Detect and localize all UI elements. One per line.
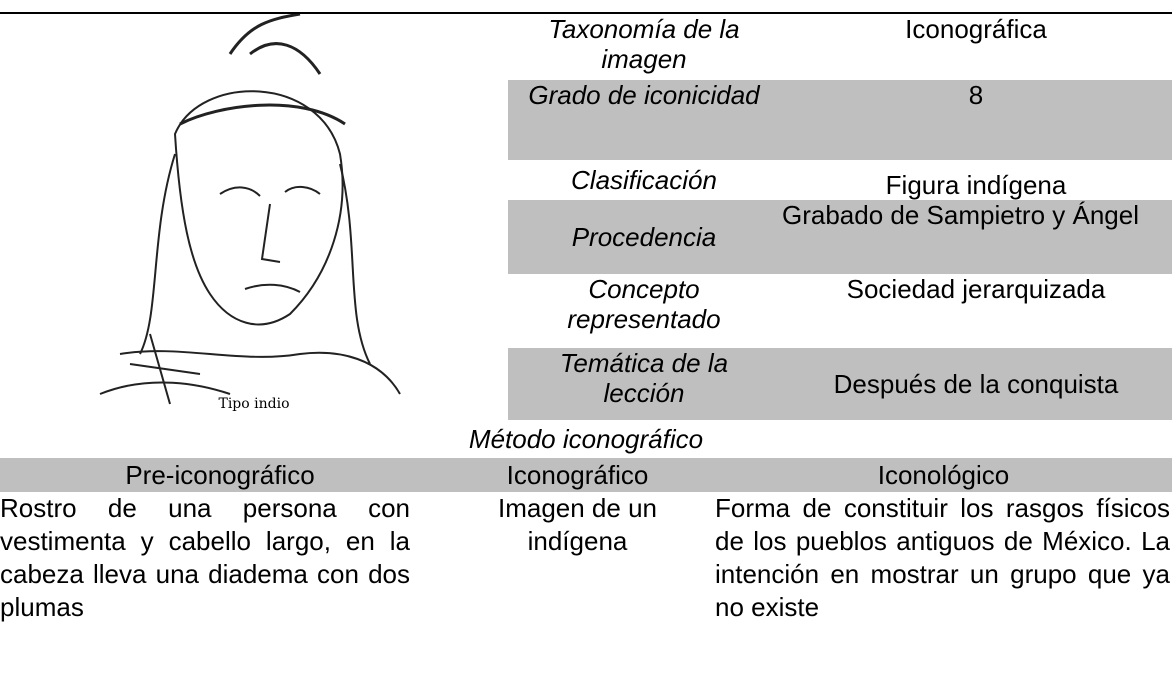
illustration <box>99 14 401 405</box>
column-header: Iconológico <box>715 458 1172 492</box>
header-row: Pre-iconográfico Iconográfico Iconológic… <box>0 458 1172 492</box>
figure-caption: Tipo indio <box>218 396 290 412</box>
body-row: Rostro de una persona con vestimenta y c… <box>0 492 1172 624</box>
attribute: Taxonomía de la imagen <box>548 14 740 74</box>
cell: Rostro de una persona con vestimenta y c… <box>0 493 410 622</box>
attribute: Temática de la lección <box>508 348 780 420</box>
column-header: Pre-iconográfico <box>0 458 440 492</box>
attribute: Grado de iconicidad <box>508 80 780 160</box>
method-title: Método iconográfico <box>468 424 704 454</box>
attribute-value: Grabado de Sampietro y Ángel <box>780 200 1172 274</box>
table-row: Temática de la lección Después de la conq… <box>508 348 1172 420</box>
table-row: Procedencia Grabado de Sampietro y Ángel <box>508 200 1172 274</box>
column-header: Iconográfico <box>440 458 715 492</box>
attribute: Concepto representado <box>567 274 721 334</box>
attribute-value: Sociedad jerarquizada <box>846 274 1106 304</box>
attribute-value: Figura indígena <box>885 170 1067 200</box>
attribute: Clasificación <box>571 165 717 195</box>
table-row: Taxonomía de la imagen Iconográfica <box>508 14 1172 80</box>
attribute-value: Iconográfica <box>905 14 1047 44</box>
attribute: Procedencia <box>508 200 780 274</box>
table-row: Clasificación Figura indígena <box>508 160 1172 200</box>
rule <box>0 12 1172 14</box>
method-table: Pre-iconográfico Iconográfico Iconológic… <box>0 458 1172 624</box>
table-row: Grado de iconicidad 8 <box>508 80 1172 160</box>
table-row: Concepto representado Sociedad jerarquiza… <box>508 274 1172 348</box>
attribute-table: Taxonomía de la imagen Iconográfica Grado… <box>508 14 1172 420</box>
attribute-value: 8 <box>780 80 1172 160</box>
cell: Imagen de un indígena <box>497 493 657 556</box>
cell: Forma de constituir los rasgos físicos d… <box>715 493 1170 622</box>
attribute-value: Después de la conquista <box>780 348 1172 420</box>
